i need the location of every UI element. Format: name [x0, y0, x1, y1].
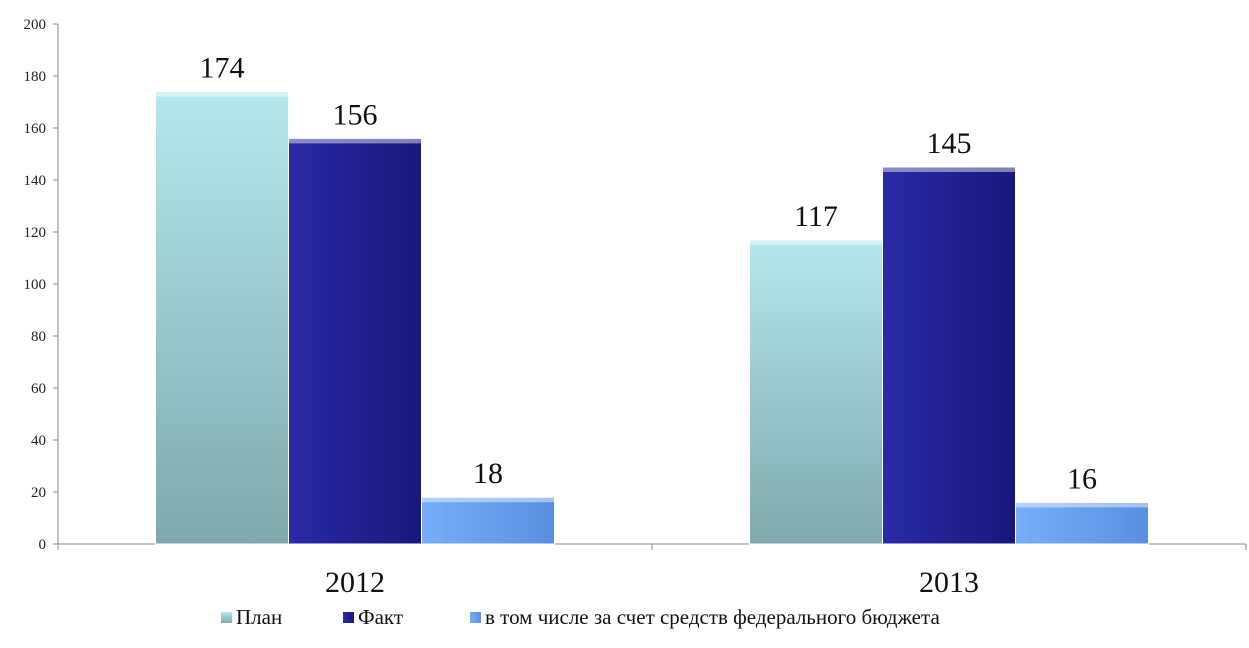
- data-labels: 174 156 18 117 145 16: [200, 52, 1098, 496]
- y-tick-label: 180: [24, 69, 47, 85]
- legend: План Факт в том числе за счет средств феде…: [221, 605, 940, 629]
- legend-label: План: [236, 605, 282, 629]
- legend-label: в том числе за счет средств федерального…: [485, 605, 940, 629]
- bar: [421, 496, 555, 545]
- x-category-label: 2013: [919, 566, 979, 599]
- bar-top-highlight: [1015, 502, 1149, 508]
- axes: 0 20 40 60 80 100 120 140 160 180 200 2012 2013: [24, 17, 1247, 599]
- bar-top-highlight: [421, 497, 555, 503]
- y-tick-label: 0: [39, 537, 47, 553]
- bar-top-highlight: [288, 138, 422, 144]
- y-tick-label: 160: [24, 121, 47, 137]
- bar-top-highlight: [882, 167, 1016, 172]
- y-tick-label: 80: [31, 329, 46, 345]
- y-tick-label: 120: [24, 225, 47, 241]
- y-tick-label: 40: [31, 433, 46, 449]
- y-tick-label: 60: [31, 381, 46, 397]
- data-label: 156: [333, 98, 378, 131]
- bar: [288, 137, 422, 545]
- y-tick-label: 20: [31, 485, 46, 501]
- data-label: 117: [794, 200, 838, 233]
- data-label: 18: [473, 457, 503, 490]
- bar-top-highlight: [749, 239, 883, 245]
- y-tick-label: 200: [24, 17, 47, 33]
- data-label: 174: [200, 52, 245, 85]
- bar: [749, 239, 883, 545]
- legend-swatch: [221, 612, 232, 623]
- x-category-label: 2012: [325, 566, 385, 599]
- legend-label: Факт: [358, 605, 403, 629]
- legend-swatch: [470, 612, 481, 623]
- bar: [155, 91, 289, 545]
- bar: [882, 166, 1016, 545]
- y-tick-label: 100: [24, 277, 47, 293]
- data-label: 145: [927, 127, 972, 160]
- data-label: 16: [1067, 462, 1097, 495]
- bar-top-highlight: [155, 91, 289, 97]
- bar: [1015, 501, 1149, 545]
- legend-swatch: [343, 612, 354, 623]
- bars: [155, 91, 1149, 545]
- y-tick-label: 140: [24, 173, 47, 189]
